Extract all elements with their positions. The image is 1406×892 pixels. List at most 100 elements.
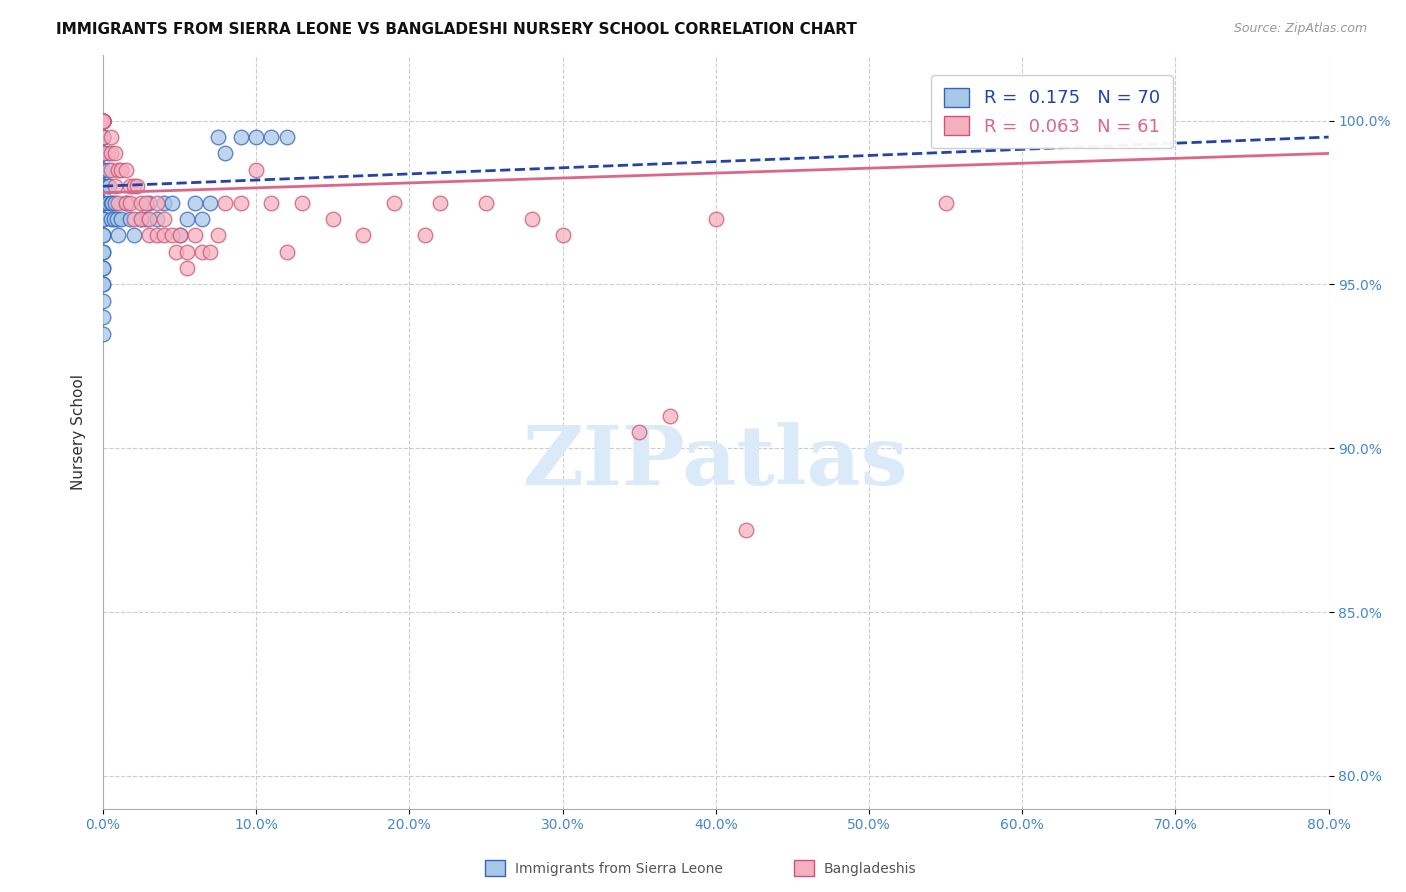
Point: [91, 113, 114, 128]
Point: [176, 261, 198, 276]
Point: [91, 293, 114, 308]
Point: [104, 179, 127, 194]
Point: [429, 195, 451, 210]
Point: [91, 130, 114, 145]
Point: [91, 113, 114, 128]
Point: [704, 211, 727, 226]
Point: [101, 195, 124, 210]
Point: [115, 195, 138, 210]
Point: [91, 195, 114, 210]
Point: [176, 244, 198, 259]
Point: [96, 146, 118, 161]
Point: [91, 310, 114, 325]
Point: [104, 195, 127, 210]
Point: [628, 425, 651, 439]
Point: [96, 162, 118, 177]
Point: [91, 113, 114, 128]
Point: [110, 162, 132, 177]
Point: [91, 113, 114, 128]
Point: [91, 277, 114, 292]
Point: [160, 195, 183, 210]
Point: [198, 195, 221, 210]
Point: [100, 146, 122, 161]
Point: [129, 195, 152, 210]
Point: [135, 195, 157, 210]
Point: [91, 179, 114, 194]
Point: [91, 195, 114, 210]
Point: [214, 146, 236, 161]
Point: [129, 211, 152, 226]
Point: [91, 113, 114, 128]
Point: [191, 211, 214, 226]
Point: [96, 179, 118, 194]
Point: [165, 244, 187, 259]
Point: [145, 195, 167, 210]
Point: [91, 113, 114, 128]
Point: [91, 326, 114, 341]
Point: [245, 162, 267, 177]
Point: [91, 277, 114, 292]
Text: Bangladeshis: Bangladeshis: [824, 862, 917, 876]
Point: [91, 113, 114, 128]
Point: [107, 162, 129, 177]
Point: [229, 130, 252, 145]
Point: [104, 146, 127, 161]
Point: [382, 195, 405, 210]
Point: [184, 228, 207, 243]
Point: [352, 228, 374, 243]
Point: [125, 179, 148, 194]
Point: [475, 195, 498, 210]
Point: [91, 261, 114, 276]
Point: [115, 195, 138, 210]
Point: [91, 130, 114, 145]
Point: [413, 228, 436, 243]
Point: [658, 409, 681, 423]
Point: [276, 130, 298, 145]
Point: [229, 195, 252, 210]
Point: [91, 113, 114, 128]
Point: [91, 130, 114, 145]
Point: [135, 211, 157, 226]
Point: [153, 195, 176, 210]
Point: [96, 195, 118, 210]
Point: [91, 146, 114, 161]
Point: [184, 195, 207, 210]
Point: [91, 113, 114, 128]
Point: [129, 211, 152, 226]
Point: [145, 211, 167, 226]
Text: Immigrants from Sierra Leone: Immigrants from Sierra Leone: [515, 862, 723, 876]
Point: [138, 211, 160, 226]
Point: [169, 228, 191, 243]
Point: [91, 113, 114, 128]
Point: [291, 195, 314, 210]
Point: [214, 195, 236, 210]
Point: [122, 211, 145, 226]
Point: [91, 244, 114, 259]
Point: [91, 261, 114, 276]
Point: [935, 195, 957, 210]
Point: [91, 162, 114, 177]
Point: [207, 228, 229, 243]
Point: [91, 211, 114, 226]
Point: [91, 179, 114, 194]
Point: [91, 113, 114, 128]
Point: [260, 130, 283, 145]
Text: IMMIGRANTS FROM SIERRA LEONE VS BANGLADESHI NURSERY SCHOOL CORRELATION CHART: IMMIGRANTS FROM SIERRA LEONE VS BANGLADE…: [56, 22, 858, 37]
Point: [91, 130, 114, 145]
Point: [198, 244, 221, 259]
Text: ZIPatlas: ZIPatlas: [523, 422, 908, 502]
Point: [107, 228, 129, 243]
Point: [100, 211, 122, 226]
Point: [91, 113, 114, 128]
Point: [276, 244, 298, 259]
Point: [735, 523, 758, 537]
Point: [91, 113, 114, 128]
Point: [100, 195, 122, 210]
Point: [191, 244, 214, 259]
Point: [98, 179, 121, 194]
Point: [91, 146, 114, 161]
Point: [122, 179, 145, 194]
Point: [520, 211, 543, 226]
Point: [91, 146, 114, 161]
Point: [91, 244, 114, 259]
